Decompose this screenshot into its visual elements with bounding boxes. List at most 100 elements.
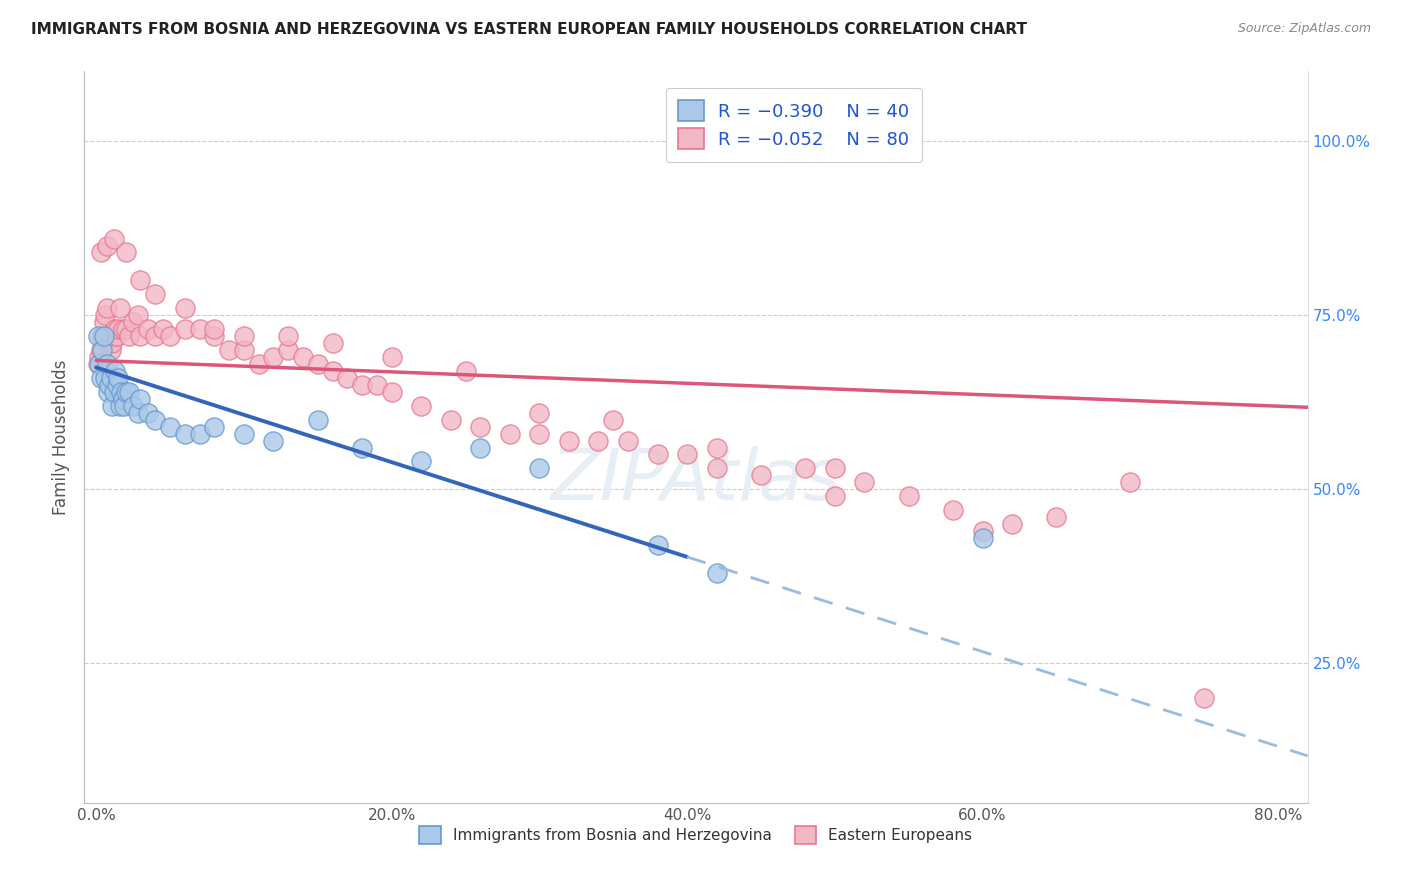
Point [529, 426, 551, 441]
Point [262, 434, 284, 448]
Point [97, 384, 120, 399]
Point [173, 322, 195, 336]
Point [411, 399, 433, 413]
Point [824, 461, 846, 475]
Point [96, 301, 118, 316]
Point [602, 412, 624, 426]
Point [112, 399, 135, 413]
Point [91, 329, 114, 343]
Point [173, 426, 195, 441]
Point [232, 426, 254, 441]
Point [101, 336, 124, 351]
Point [972, 524, 994, 538]
Point [381, 384, 404, 399]
Point [108, 301, 131, 316]
Point [103, 329, 125, 343]
Point [129, 273, 152, 287]
Point [942, 503, 965, 517]
Point [202, 329, 225, 343]
Point [202, 322, 225, 336]
Point [352, 377, 374, 392]
Point [853, 475, 876, 490]
Point [247, 357, 270, 371]
Point [118, 384, 141, 399]
Point [897, 489, 920, 503]
Point [529, 406, 551, 420]
Point [89, 350, 111, 364]
Point [107, 371, 129, 385]
Point [143, 329, 166, 343]
Point [143, 412, 166, 426]
Point [647, 538, 669, 552]
Point [93, 329, 115, 343]
Point [108, 399, 131, 413]
Point [588, 434, 610, 448]
Point [972, 531, 994, 545]
Point [103, 231, 125, 245]
Point [322, 364, 344, 378]
Point [1001, 517, 1024, 532]
Point [277, 343, 299, 357]
Point [110, 384, 132, 399]
Point [470, 419, 492, 434]
Point [1045, 510, 1067, 524]
Point [143, 287, 166, 301]
Point [159, 419, 181, 434]
Point [307, 412, 329, 426]
Point [114, 384, 136, 399]
Point [188, 322, 211, 336]
Point [89, 357, 111, 371]
Point [129, 329, 152, 343]
Point [90, 371, 112, 385]
Point [127, 308, 149, 322]
Point [1192, 691, 1215, 706]
Point [794, 461, 817, 475]
Point [98, 336, 121, 351]
Point [97, 329, 120, 343]
Point [307, 357, 329, 371]
Point [218, 343, 240, 357]
Point [529, 461, 551, 475]
Point [173, 301, 195, 316]
Point [86, 329, 108, 343]
Point [104, 322, 127, 336]
Point [706, 566, 728, 580]
Point [352, 441, 374, 455]
Point [114, 245, 136, 260]
Point [105, 329, 128, 343]
Point [676, 448, 699, 462]
Point [90, 245, 112, 260]
Point [129, 392, 152, 406]
Point [617, 434, 640, 448]
Point [824, 489, 846, 503]
Point [101, 399, 124, 413]
Point [232, 329, 254, 343]
Point [136, 406, 159, 420]
Point [232, 343, 254, 357]
Point [100, 371, 122, 385]
Point [558, 434, 581, 448]
Point [411, 454, 433, 468]
Text: IMMIGRANTS FROM BOSNIA AND HERZEGOVINA VS EASTERN EUROPEAN FAMILY HOUSEHOLDS COR: IMMIGRANTS FROM BOSNIA AND HERZEGOVINA V… [31, 22, 1026, 37]
Point [111, 392, 134, 406]
Point [94, 308, 117, 322]
Point [188, 426, 211, 441]
Point [111, 322, 134, 336]
Point [122, 399, 145, 413]
Point [152, 322, 174, 336]
Point [499, 426, 522, 441]
Point [706, 461, 728, 475]
Point [202, 419, 225, 434]
Point [118, 329, 141, 343]
Point [706, 441, 728, 455]
Point [105, 377, 128, 392]
Point [749, 468, 772, 483]
Point [114, 322, 136, 336]
Text: Source: ZipAtlas.com: Source: ZipAtlas.com [1237, 22, 1371, 36]
Point [127, 406, 149, 420]
Point [100, 343, 122, 357]
Point [470, 441, 492, 455]
Point [104, 364, 127, 378]
Point [336, 371, 359, 385]
Point [159, 329, 181, 343]
